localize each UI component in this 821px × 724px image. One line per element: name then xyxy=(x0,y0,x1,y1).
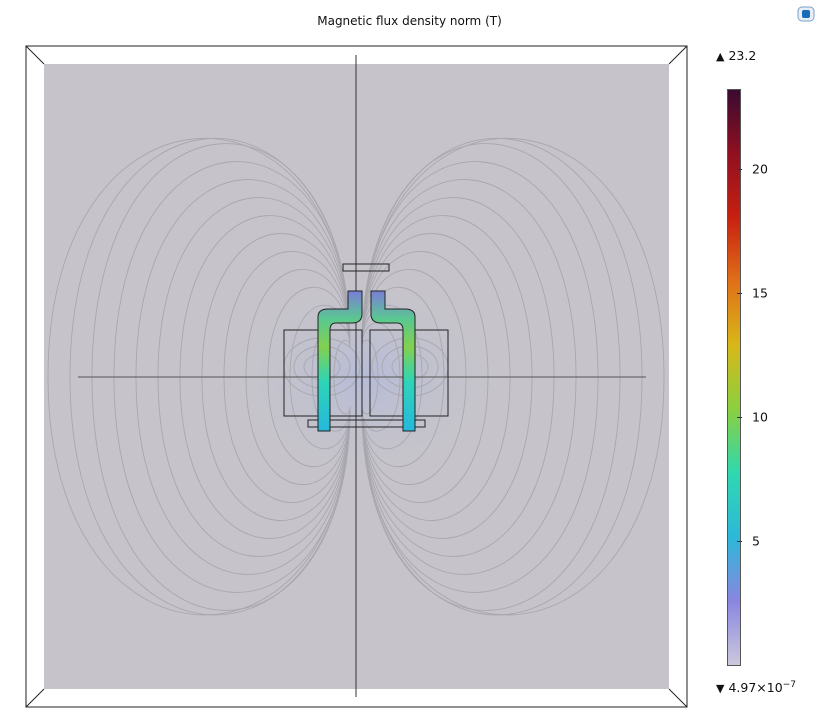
field-glow xyxy=(216,268,516,488)
left-conductor xyxy=(317,290,363,432)
colorbar-tick-label: 20 xyxy=(752,161,768,177)
colorbar-tick-label: 10 xyxy=(752,409,768,425)
colorbar-max-label: ▲ 23.2 xyxy=(716,48,757,63)
field-line xyxy=(69,138,351,616)
colorbar-tick-mark xyxy=(737,169,742,171)
colorbar-tick-mark xyxy=(737,293,742,295)
colorbar-tick-mark xyxy=(737,541,742,543)
field-line xyxy=(361,138,665,616)
colorbar-min-label: ▼ 4.97×10−7 xyxy=(716,680,796,696)
frame-corner-bl xyxy=(25,688,45,708)
frame-corner-tr xyxy=(668,45,688,65)
app-logo-icon[interactable] xyxy=(797,6,815,26)
colorbar-tick-mark xyxy=(737,417,742,419)
field-line xyxy=(47,138,351,616)
bottom-plate xyxy=(307,419,426,428)
triangle-up-icon: ▲ xyxy=(716,50,725,63)
frame-corner-br xyxy=(668,688,688,708)
colorbar xyxy=(727,89,741,666)
colorbar-tick-label: 5 xyxy=(752,533,760,549)
top-plate xyxy=(342,263,390,272)
colorbar-tick-label: 15 xyxy=(752,285,768,301)
right-conductor xyxy=(370,290,416,432)
chart-title: Magnetic flux density norm (T) xyxy=(317,14,502,28)
frame-corner-tl xyxy=(25,45,45,65)
triangle-down-icon: ▼ xyxy=(716,682,725,696)
